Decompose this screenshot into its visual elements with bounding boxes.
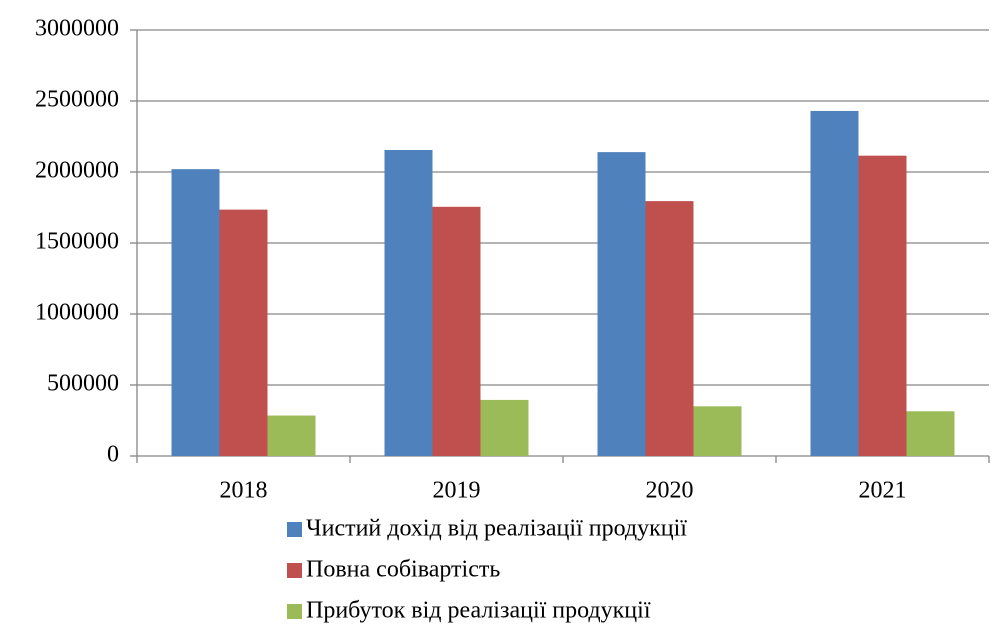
bar: [267, 415, 316, 456]
legend-swatch: [287, 563, 302, 578]
bar: [480, 399, 529, 456]
legend-swatch: [287, 604, 302, 619]
y-tick-label: 3000000: [35, 16, 119, 42]
x-tick-label: 2019: [433, 478, 481, 504]
bar: [858, 155, 907, 457]
bar: [597, 152, 646, 456]
bar: [645, 201, 694, 456]
y-tick-label: 1000000: [35, 300, 119, 326]
legend-label: Прибуток від реалізації продукції: [306, 598, 651, 624]
y-tick-label: 1500000: [35, 229, 119, 255]
bar: [432, 206, 481, 456]
x-tick-label: 2020: [646, 478, 694, 504]
legend-label: Чистий дохід від реалізації продукції: [306, 516, 687, 542]
y-tick-label: 500000: [47, 371, 119, 397]
bar: [219, 209, 268, 456]
x-tick-label: 2021: [859, 478, 907, 504]
bar: [693, 406, 742, 456]
bar: [384, 149, 433, 457]
bar: [171, 169, 220, 456]
y-tick-label: 2000000: [35, 158, 119, 184]
x-tick-label: 2018: [220, 478, 268, 504]
y-tick-label: 0: [107, 442, 119, 468]
legend-label: Повна собівартість: [306, 557, 500, 583]
legend-swatch: [287, 522, 302, 537]
bar: [906, 411, 955, 456]
bar: [810, 110, 859, 456]
y-tick-label: 2500000: [35, 87, 119, 113]
